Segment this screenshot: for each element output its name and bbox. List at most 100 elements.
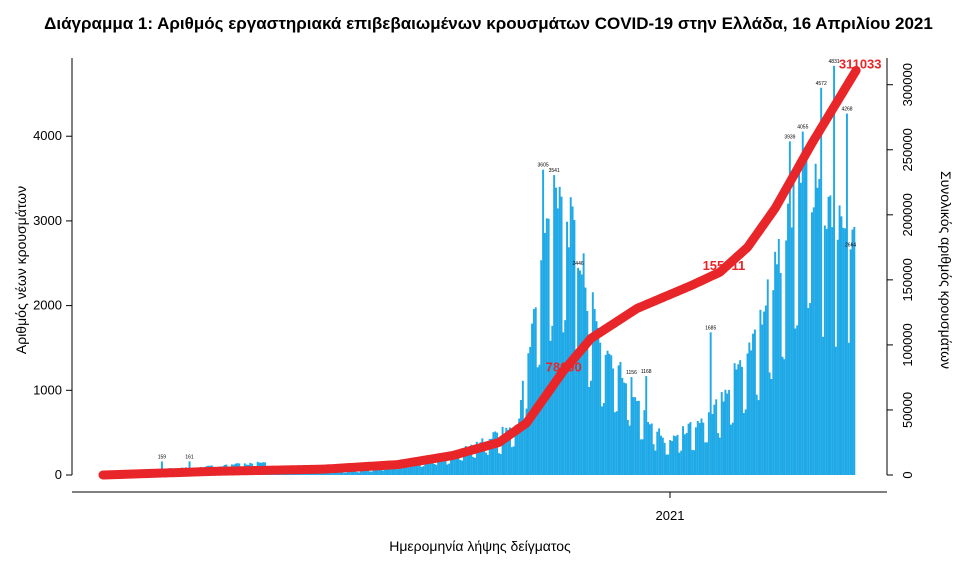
bar: [637, 400, 640, 475]
bar: [814, 163, 817, 475]
bar: [348, 470, 351, 475]
y-tick-label-left: 1000: [33, 382, 62, 397]
bar: [485, 452, 487, 475]
bar: [593, 309, 596, 475]
bar: [790, 227, 793, 475]
bar: [573, 220, 576, 475]
bar: [626, 419, 629, 475]
bar: [713, 404, 716, 475]
bar: [746, 353, 749, 475]
bar: [818, 178, 821, 476]
bar: [542, 169, 545, 475]
bar: [293, 473, 296, 475]
bar: [834, 346, 837, 475]
bar: [378, 465, 381, 475]
y-axis-label-right-text: Συνολικός αριθμός κρουσμάτων: [938, 170, 954, 370]
bar: [477, 444, 480, 475]
bar: [591, 292, 594, 475]
bar: [682, 426, 685, 475]
bar: [613, 412, 616, 475]
bar-value-label: 3605: [538, 163, 549, 169]
bar: [641, 439, 644, 475]
bar: [543, 232, 546, 475]
bar-value-label: 1168: [641, 369, 652, 375]
bar: [628, 425, 631, 475]
bar: [831, 227, 834, 475]
bar: [717, 433, 720, 475]
bar: [796, 325, 799, 475]
bar: [532, 309, 535, 475]
bar: [374, 467, 377, 475]
bar: [396, 469, 399, 475]
bar: [555, 187, 557, 475]
bar: [612, 368, 615, 475]
bar: [748, 342, 751, 475]
bar: [816, 187, 819, 475]
bar: [501, 426, 504, 475]
bar: [429, 459, 432, 475]
bar: [402, 462, 405, 475]
bar: [372, 468, 375, 475]
bar: [812, 207, 815, 475]
bar: [435, 465, 438, 475]
bar: [547, 218, 550, 475]
bar: [689, 422, 692, 475]
bar: [509, 427, 511, 475]
bar: [798, 164, 801, 475]
bar: [625, 383, 627, 475]
bar: [455, 452, 458, 475]
bar: [772, 290, 775, 475]
bar: [693, 450, 696, 475]
bar: [709, 332, 712, 475]
bar: [829, 195, 832, 475]
bar: [776, 264, 778, 475]
bar-value-label: 159: [158, 455, 167, 461]
bar: [706, 442, 708, 475]
bar: [811, 212, 813, 475]
bar: [332, 472, 335, 475]
bar: [367, 467, 370, 475]
bar: [512, 446, 515, 475]
bar: [462, 449, 465, 475]
bar: [499, 454, 502, 475]
chart-title: Διάγραμμα 1: Αριθμός εργαστηριακά επιβεβ…: [44, 14, 933, 33]
bar: [394, 468, 397, 475]
y-tick-label-right: 0: [900, 471, 915, 478]
bar: [685, 432, 688, 475]
bar: [823, 225, 826, 475]
y-tick-label-right: 150000: [900, 258, 915, 301]
bar: [777, 238, 780, 475]
bar: [687, 423, 690, 475]
bar: [553, 175, 556, 475]
bar: [742, 413, 745, 475]
bar: [774, 251, 777, 475]
y-tick-label-right: 250000: [900, 128, 915, 171]
bar: [439, 454, 441, 475]
bar: [617, 365, 620, 475]
bar: [418, 460, 421, 475]
bar: [833, 65, 836, 475]
bar: [479, 442, 482, 475]
bar: [650, 423, 653, 475]
bar: [761, 324, 764, 475]
bar: [413, 459, 416, 475]
bar: [440, 458, 443, 475]
bar: [304, 473, 307, 475]
bar: [391, 464, 394, 475]
bar: [809, 303, 812, 475]
cumulative-line: [98, 65, 861, 480]
bar: [380, 467, 383, 475]
bar: [753, 329, 756, 475]
cumulative-value-label: 78000: [546, 360, 582, 375]
bar: [341, 470, 344, 475]
bar: [803, 147, 806, 475]
bar-value-label: 4831: [829, 59, 840, 65]
bar: [472, 456, 475, 475]
bar: [704, 442, 707, 475]
bar: [770, 379, 773, 475]
bar: [160, 461, 163, 475]
cumulative-value-label: 155911: [703, 258, 746, 273]
bar: [468, 446, 471, 475]
bar: [602, 403, 605, 475]
bar: [459, 459, 462, 475]
